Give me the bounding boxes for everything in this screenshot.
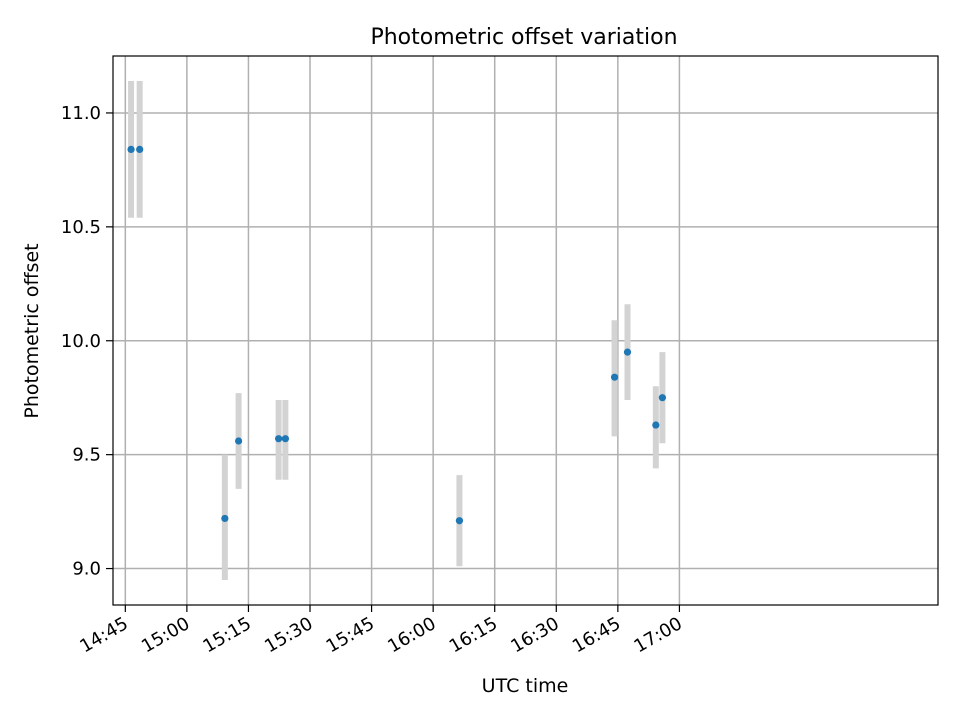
data-point (234, 437, 243, 445)
y-tick-label: 10.5 (61, 217, 101, 238)
data-point (275, 435, 283, 443)
data-point (455, 517, 464, 525)
data-point (221, 514, 229, 523)
data-point (610, 373, 619, 381)
y-tick-label: 10.0 (61, 331, 101, 352)
y-tick-label: 9.5 (72, 445, 101, 466)
chart-title: Photometric offset variation (370, 25, 677, 50)
data-point (136, 145, 144, 153)
y-tick-label: 11.0 (61, 103, 101, 124)
x-axis-label: UTC time (482, 675, 569, 697)
data-point (658, 394, 666, 402)
data-point (281, 435, 289, 443)
plot-frame (112, 55, 939, 606)
y-axis: 9.0 9.5 10.0 10.5 11.0 (61, 103, 113, 580)
y-tick-label: 9.0 (72, 559, 101, 580)
data-points (127, 145, 666, 525)
y-axis-label: Photometric offset (21, 243, 43, 418)
data-point (127, 145, 135, 153)
data-point (652, 421, 660, 429)
grid (113, 56, 938, 605)
data-point (623, 348, 632, 356)
